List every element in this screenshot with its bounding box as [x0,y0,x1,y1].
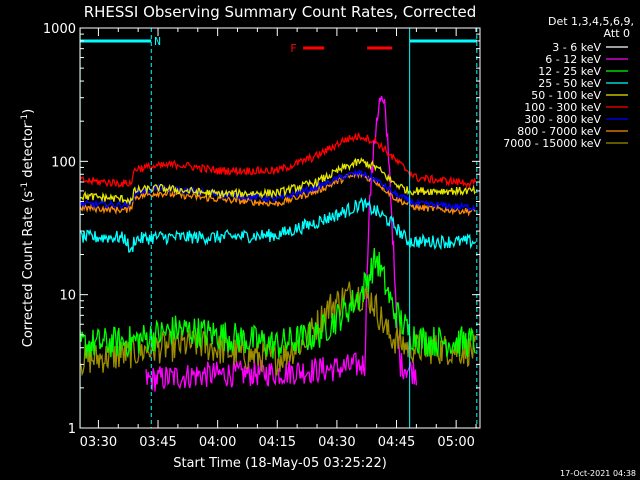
x-axis-label: Start Time (18-May-05 03:25:22) [173,456,387,471]
y-tick-label-3: 1000 [43,22,76,37]
x-tick-label-3: 04:15 [259,435,296,450]
legend-label-2: 12 - 25 keV [538,65,601,78]
night-label: N [154,35,161,48]
y-axis-label-sup1: -1 [20,182,30,191]
chart-title: RHESSI Observing Summary Count Rates, Co… [84,3,477,21]
x-tick-label-0: 03:30 [80,435,117,450]
legend-label-4: 50 - 100 keV [531,89,601,102]
x-tick-label-4: 04:30 [318,435,355,450]
y-tick-label-0: 1 [68,422,76,437]
y-tick-label-2: 100 [51,155,76,170]
legend-label-6: 300 - 800 keV [524,113,601,126]
x-tick-label-1: 03:45 [139,435,176,450]
legend-label-7: 800 - 7000 keV [517,125,601,138]
x-tick-label-5: 04:45 [378,435,415,450]
legend-label-8: 7000 - 15000 keV [503,137,601,150]
y-axis-label-part3: ) [21,109,36,114]
x-axis: 03:30 03:45 04:00 04:15 04:30 04:45 05:00 [80,28,477,450]
x-tick-label-2: 04:00 [199,435,236,450]
flare-label: F [290,42,297,55]
plot-frame [79,27,481,429]
y-axis-label-part1: Corrected Count Rate (s [21,191,36,348]
legend-label-0: 3 - 6 keV [552,41,601,54]
y-axis-label-part2: detector [21,122,36,182]
legend-header-2: Att 0 [604,27,630,40]
y-axis-label: Corrected Count Rate (s-1 detector-1) [20,109,36,347]
y-tick-label-1: 10 [59,289,76,304]
y-axis-label-sup2: -1 [20,114,30,123]
legend-label-3: 25 - 50 keV [538,77,601,90]
legend-label-1: 6 - 12 keV [545,53,601,66]
series-line-0 [169,107,398,429]
x-tick-label-6: 05:00 [437,435,474,450]
legend-label-5: 100 - 300 keV [524,101,601,114]
timestamp: 17-Oct-2021 04:38 [560,469,636,478]
legend-header-1: Det 1,3,4,5,6,9, [548,15,634,28]
